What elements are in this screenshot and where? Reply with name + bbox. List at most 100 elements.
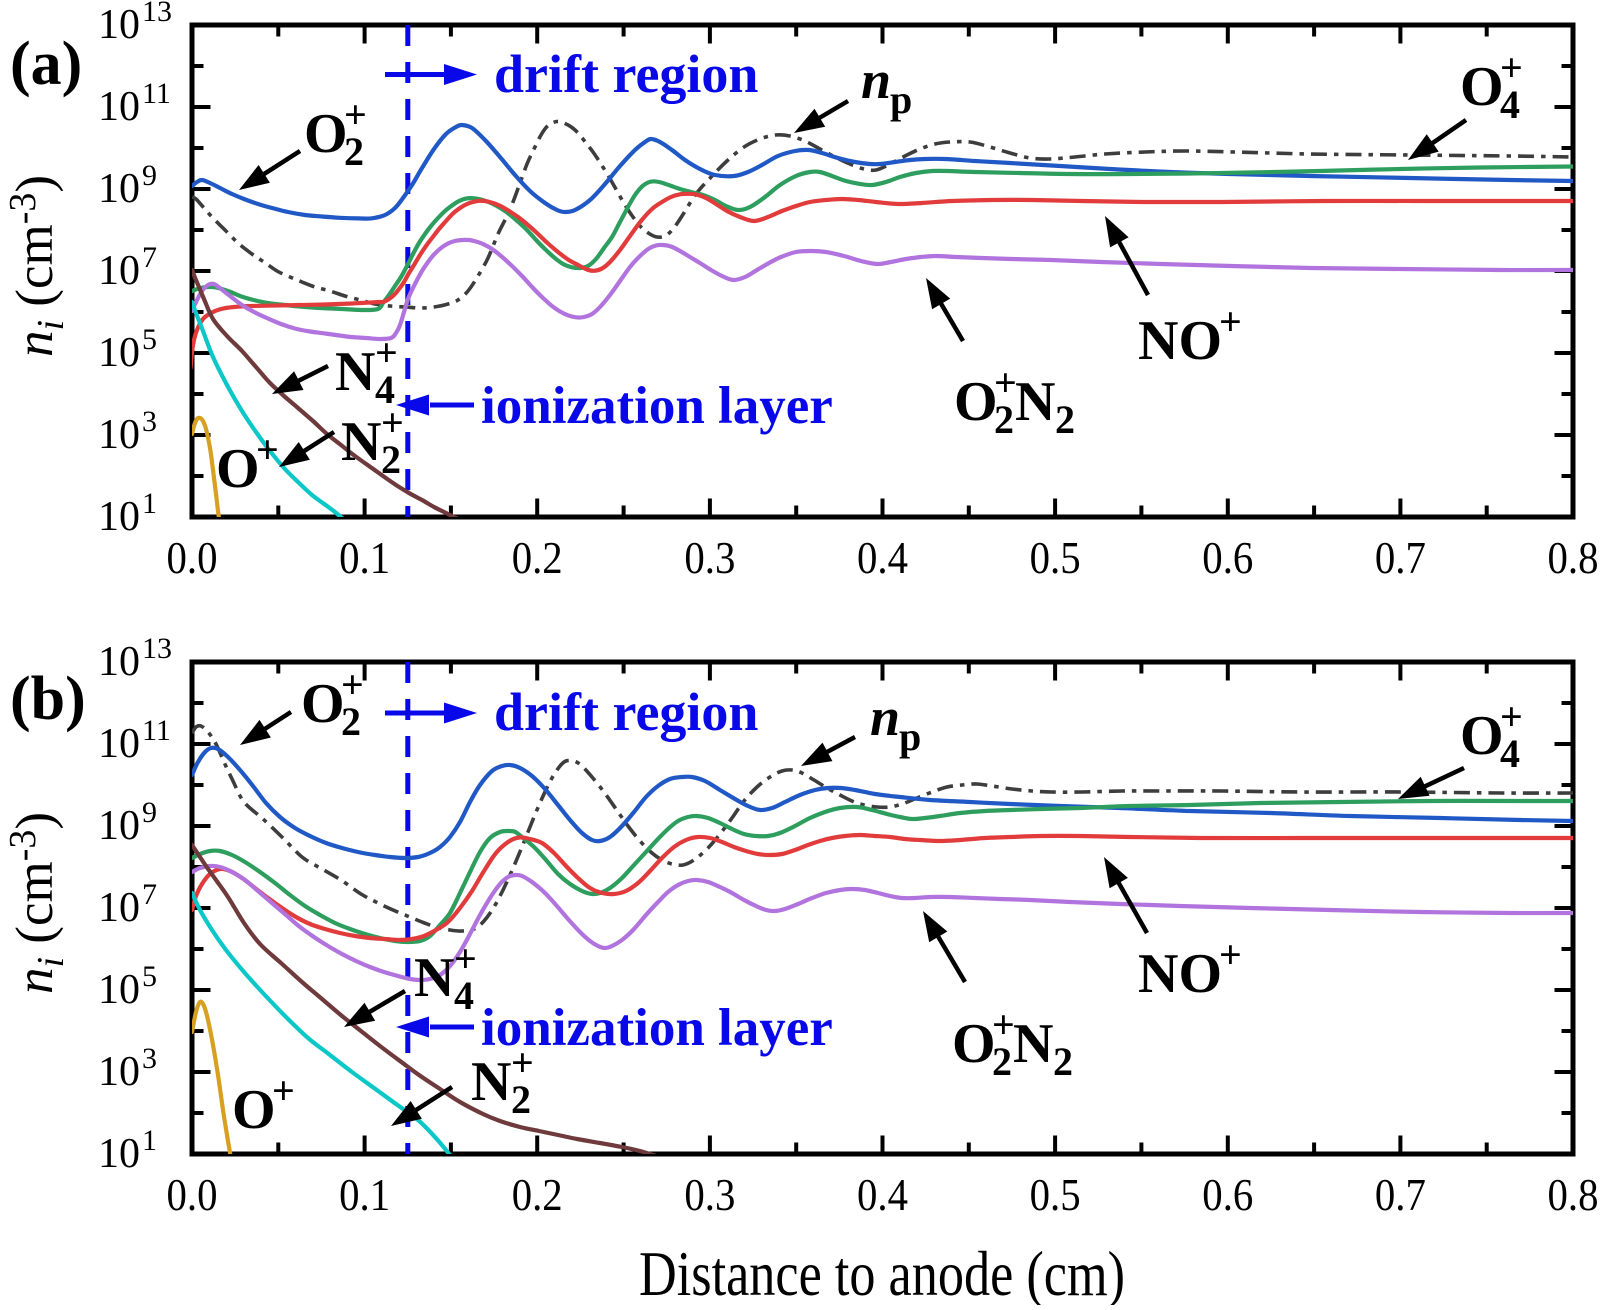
svg-text:5: 5 <box>142 323 157 356</box>
svg-text:0.1: 0.1 <box>339 532 390 583</box>
svg-text:N: N <box>1013 1013 1053 1075</box>
svg-text:10: 10 <box>98 2 140 48</box>
svg-text:N: N <box>341 411 381 473</box>
svg-text:13: 13 <box>142 0 172 28</box>
svg-text:p: p <box>890 77 912 122</box>
svg-text:10: 10 <box>98 885 140 931</box>
svg-text:0.8: 0.8 <box>1548 532 1599 583</box>
svg-text:10: 10 <box>98 967 140 1013</box>
svg-text:2: 2 <box>511 1077 531 1122</box>
svg-text:0.6: 0.6 <box>1202 532 1253 583</box>
svg-text:2: 2 <box>1055 397 1075 442</box>
svg-text:10: 10 <box>98 639 140 685</box>
svg-text:10: 10 <box>98 1131 140 1177</box>
svg-text:2: 2 <box>341 699 361 744</box>
svg-text:n: n <box>861 50 891 110</box>
svg-text:(a): (a) <box>10 30 82 98</box>
svg-text:+: + <box>375 330 398 375</box>
svg-text:0.0: 0.0 <box>167 532 218 583</box>
svg-text:+: + <box>381 400 404 445</box>
svg-text:O: O <box>1460 705 1504 767</box>
svg-text:4: 4 <box>1500 82 1520 127</box>
svg-text:2: 2 <box>381 437 401 482</box>
svg-text:O: O <box>232 1079 276 1141</box>
svg-text:+: + <box>1500 45 1523 90</box>
svg-text:1: 1 <box>142 487 157 520</box>
svg-text:N: N <box>414 947 454 1009</box>
svg-text:10: 10 <box>98 1049 140 1095</box>
svg-text:2: 2 <box>994 397 1014 442</box>
svg-text:O: O <box>216 438 260 500</box>
svg-text:+: + <box>511 1040 534 1085</box>
svg-text:n: n <box>870 687 900 747</box>
svg-text:+: + <box>1219 299 1242 344</box>
svg-text:10: 10 <box>98 803 140 849</box>
svg-text:+: + <box>344 92 367 137</box>
svg-text:0.8: 0.8 <box>1548 1169 1599 1220</box>
svg-text:11: 11 <box>142 714 171 747</box>
svg-text:0.4: 0.4 <box>857 1169 908 1220</box>
svg-text:0.5: 0.5 <box>1030 532 1081 583</box>
svg-text:N: N <box>471 1051 511 1113</box>
svg-text:drift region: drift region <box>494 44 758 104</box>
svg-text:O: O <box>954 371 998 433</box>
svg-text:+: + <box>454 936 477 981</box>
svg-text:NO: NO <box>1138 943 1222 1005</box>
svg-text:Distance to anode (cm): Distance to anode (cm) <box>639 1239 1125 1305</box>
svg-text:10: 10 <box>98 494 140 540</box>
svg-text:10: 10 <box>98 248 140 294</box>
svg-text:+: + <box>256 427 279 472</box>
svg-text:10: 10 <box>98 721 140 767</box>
svg-text:0.1: 0.1 <box>339 1169 390 1220</box>
svg-text:7: 7 <box>142 878 157 911</box>
svg-text:4: 4 <box>1500 731 1520 776</box>
svg-text:10: 10 <box>98 84 140 130</box>
svg-text:drift region: drift region <box>494 682 758 742</box>
svg-text:0.3: 0.3 <box>684 1169 735 1220</box>
svg-text:ni (cm-3): ni (cm-3) <box>2 812 72 994</box>
svg-text:2: 2 <box>1053 1039 1073 1084</box>
svg-text:0.3: 0.3 <box>684 532 735 583</box>
svg-text:+: + <box>994 360 1017 405</box>
svg-text:9: 9 <box>142 159 157 192</box>
svg-text:+: + <box>341 662 364 707</box>
svg-text:+: + <box>1219 932 1242 977</box>
svg-text:ionization layer: ionization layer <box>481 999 833 1057</box>
svg-text:10: 10 <box>98 330 140 376</box>
svg-text:+: + <box>272 1068 295 1113</box>
svg-text:0.5: 0.5 <box>1030 1169 1081 1220</box>
svg-text:10: 10 <box>98 412 140 458</box>
svg-text:ni (cm-3): ni (cm-3) <box>2 175 72 357</box>
svg-text:2: 2 <box>344 129 364 174</box>
svg-text:NO: NO <box>1138 310 1222 372</box>
svg-text:N: N <box>1015 371 1055 433</box>
svg-text:4: 4 <box>454 973 474 1018</box>
svg-text:2: 2 <box>992 1039 1012 1084</box>
svg-text:N: N <box>335 341 375 403</box>
svg-text:11: 11 <box>142 77 171 110</box>
svg-text:3: 3 <box>142 1042 157 1075</box>
svg-text:ionization layer: ionization layer <box>481 377 833 435</box>
svg-text:0.0: 0.0 <box>167 1169 218 1220</box>
svg-text:O: O <box>1460 56 1504 118</box>
svg-text:7: 7 <box>142 241 157 274</box>
svg-text:9: 9 <box>142 796 157 829</box>
svg-text:0.4: 0.4 <box>857 532 908 583</box>
svg-text:+: + <box>992 1002 1015 1047</box>
svg-text:3: 3 <box>142 405 157 438</box>
svg-text:O: O <box>952 1013 996 1075</box>
svg-text:0.6: 0.6 <box>1202 1169 1253 1220</box>
svg-text:10: 10 <box>98 166 140 212</box>
svg-text:1: 1 <box>142 1124 157 1157</box>
svg-text:p: p <box>899 714 921 759</box>
svg-text:O: O <box>304 103 348 165</box>
svg-text:0.7: 0.7 <box>1375 1169 1426 1220</box>
svg-text:0.2: 0.2 <box>512 532 563 583</box>
svg-text:4: 4 <box>375 367 395 412</box>
svg-text:O: O <box>301 673 345 735</box>
svg-text:13: 13 <box>142 632 172 665</box>
svg-text:0.2: 0.2 <box>512 1169 563 1220</box>
svg-text:+: + <box>1500 694 1523 739</box>
svg-text:5: 5 <box>142 960 157 993</box>
svg-text:(b): (b) <box>10 665 86 733</box>
